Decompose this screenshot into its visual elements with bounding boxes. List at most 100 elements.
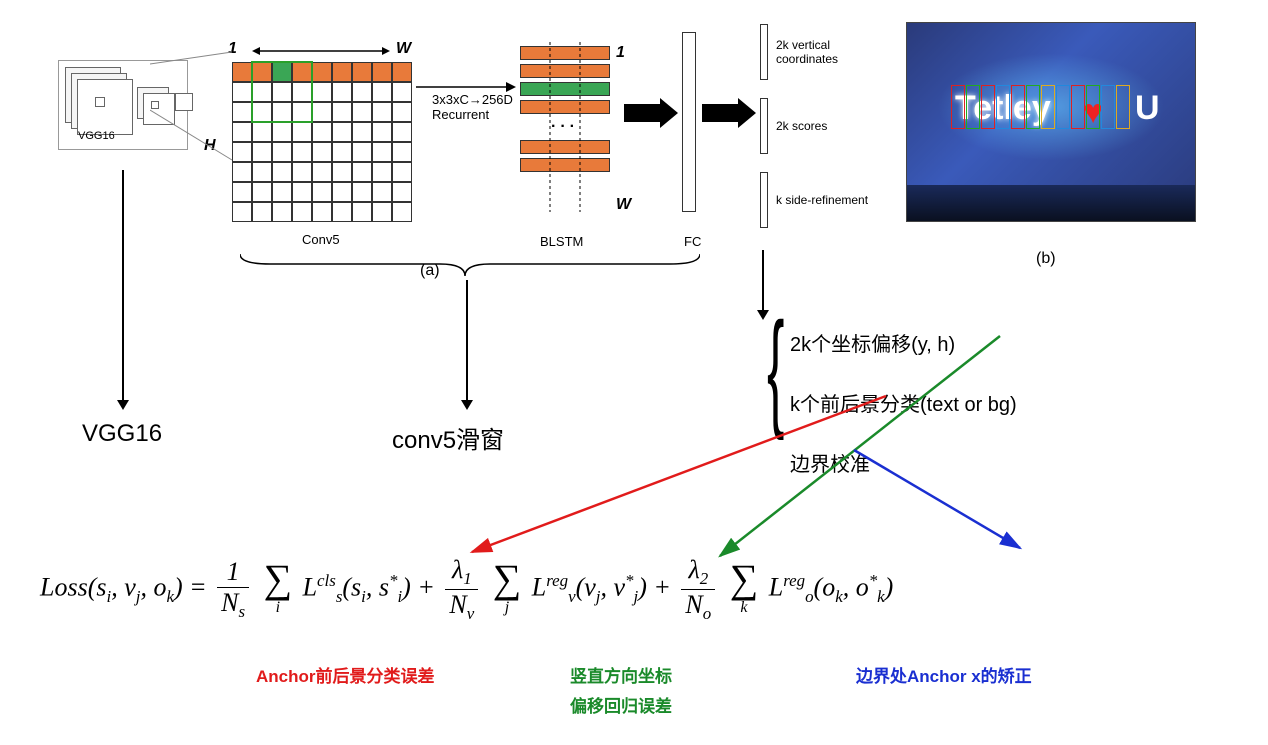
conv5-cell: [352, 142, 372, 162]
conv5-cell: [332, 182, 352, 202]
conv5-cell: [312, 162, 332, 182]
conv5-cell: [312, 62, 332, 82]
conv5-cell: [312, 82, 332, 102]
conv5-cell: [272, 162, 292, 182]
conv5-cell: [312, 122, 332, 142]
conv5-cell: [292, 202, 312, 222]
blstm-to-fc-arrow-icon: [624, 98, 678, 128]
brace-item-cls: k个前后景分类(text or bg): [790, 388, 1017, 417]
billboard-sample-image: Tetley ♥ U: [906, 22, 1196, 222]
conv5-cell: [252, 122, 272, 142]
conv5-to-blstm-arrow-icon: [416, 80, 516, 94]
conv5-cell: [252, 202, 272, 222]
conv5-cell: [372, 142, 392, 162]
conv5-grid: 1 W H Conv5: [232, 42, 432, 222]
conv5-cell: [252, 142, 272, 162]
conv5-cell: [312, 202, 332, 222]
detection-box: [1101, 85, 1115, 129]
recurrent-label: 3x3xC→256D Recurrent: [432, 92, 513, 122]
vgg-down-arrowhead-icon: [117, 400, 129, 410]
blue-arrow-icon: [854, 450, 1020, 548]
conv5-cell: [332, 102, 352, 122]
loss-anno-rego: 边界处Anchor x的矫正: [856, 662, 1032, 687]
blstm-top-label: 1: [616, 44, 625, 62]
conv5-cell: [332, 142, 352, 162]
ellipsis-icon: ···: [520, 118, 610, 136]
out-scores-text: 2k scores: [776, 119, 827, 133]
axis-w-label: W: [396, 40, 411, 58]
conv5-cell: [272, 202, 292, 222]
detection-box: [981, 85, 995, 129]
detection-box: [1011, 85, 1025, 129]
green-arrow-icon: [720, 336, 1000, 556]
loss-anno-cls: Anchor前后景分类误差: [256, 662, 435, 687]
fc-to-out-arrow-icon: [702, 98, 756, 128]
blstm-bottom-label: W: [616, 196, 631, 214]
conv5-label: Conv5: [302, 232, 340, 247]
conv5-cell: [292, 122, 312, 142]
detection-box: [1041, 85, 1055, 129]
architecture-diagram: VGG16 1 W H Conv5 3x3xC→256D Recurrent 1…: [0, 0, 1268, 745]
conv5-cell: [372, 102, 392, 122]
conv5-cell: [372, 62, 392, 82]
conv5-cell: [332, 82, 352, 102]
vgg16-block-label: VGG16: [78, 130, 115, 142]
out-side-refinement: k side-refinement: [760, 172, 868, 228]
fc-column: [682, 32, 696, 212]
vgg-down-line: [122, 170, 124, 400]
blstm-bar: [520, 46, 610, 60]
conv5-cell: [252, 182, 272, 202]
billboard-u-text: U: [1135, 89, 1160, 128]
blstm-bar: [520, 64, 610, 78]
detection-box: [1071, 85, 1085, 129]
vgg-bottom-label: VGG16: [82, 420, 162, 448]
out-vertical-coords: 2k vertical coordinates: [760, 24, 868, 80]
conv5-cell: [352, 122, 372, 142]
conv-dim-text: 3x3xC→256D: [432, 92, 513, 107]
loss-equation: Loss(si, vj, ok) = 1Ns ∑i Lclss(si, s*i)…: [40, 555, 893, 624]
outputs-brace-icon: {: [767, 310, 784, 427]
recurrent-text: Recurrent: [432, 107, 513, 122]
conv5-cell: [332, 62, 352, 82]
conv5-cell: [272, 142, 292, 162]
width-arrow-icon: [252, 44, 392, 58]
loss-anno-regv-l1: 竖直方向坐标: [570, 662, 672, 687]
blstm-bar: [520, 140, 610, 154]
conv5-cell: [392, 182, 412, 202]
blstm-bar: [520, 82, 610, 96]
conv5-cell: [352, 102, 372, 122]
conv5-cell: [372, 202, 392, 222]
conv5-cell: [352, 62, 372, 82]
blstm-stack: 1 ··· W: [520, 46, 610, 176]
conv5-cell: [352, 162, 372, 182]
conv5-cell: [352, 82, 372, 102]
conv5-cell: [272, 122, 292, 142]
outputs-down-line: [762, 250, 764, 310]
conv5-cell: [292, 182, 312, 202]
conv5-cell: [372, 122, 392, 142]
loss-anno-regv-l2: 偏移回归误差: [570, 692, 672, 717]
detection-box: [951, 85, 965, 129]
conv5-cell: [292, 162, 312, 182]
detection-box: [996, 85, 1010, 129]
conv5-cell: [392, 102, 412, 122]
conv5-cell: [232, 182, 252, 202]
fc-label: FC: [684, 234, 701, 249]
conv5-cell: [392, 62, 412, 82]
conv5-cell: [272, 182, 292, 202]
underbrace-icon: [240, 250, 700, 278]
conv5-cell: [392, 82, 412, 102]
conv5-cell: [372, 82, 392, 102]
projection-lines-icon: [150, 46, 240, 166]
out-scores: 2k scores: [760, 98, 868, 154]
conv5-cell: [392, 202, 412, 222]
conv5-cell: [392, 142, 412, 162]
detection-box: [1056, 85, 1070, 129]
blstm-bar: [520, 158, 610, 172]
conv5-cell: [252, 162, 272, 182]
conv5-cell: [332, 162, 352, 182]
conv5-bottom-label: conv5滑窗: [392, 420, 504, 455]
blstm-bar: [520, 100, 610, 114]
conv5-cell: [332, 202, 352, 222]
conv5-cell: [312, 182, 332, 202]
